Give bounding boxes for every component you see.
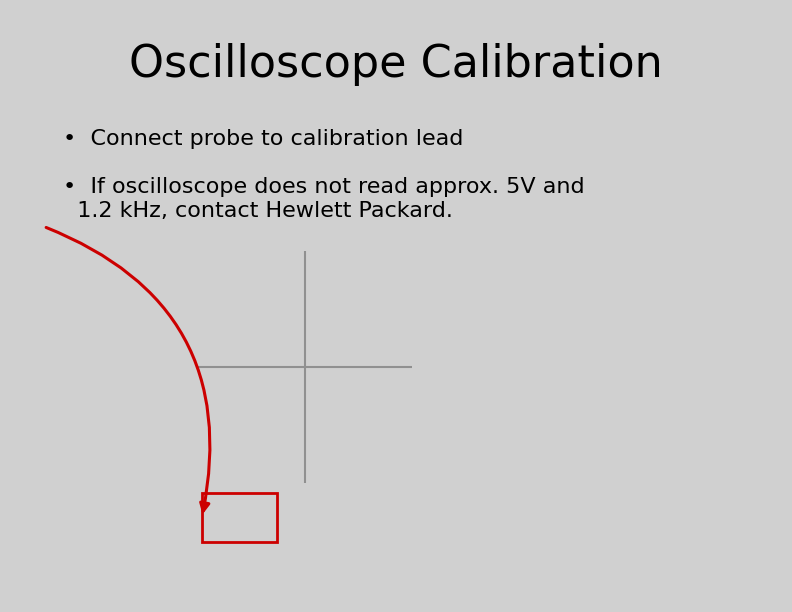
Bar xyxy=(202,493,277,542)
Text: •  If oscilloscope does not read approx. 5V and
  1.2 kHz, contact Hewlett Packa: • If oscilloscope does not read approx. … xyxy=(63,177,585,221)
Text: Oscilloscope Calibration: Oscilloscope Calibration xyxy=(129,43,663,86)
FancyArrowPatch shape xyxy=(46,228,210,511)
Text: •  Connect probe to calibration lead: • Connect probe to calibration lead xyxy=(63,129,464,149)
